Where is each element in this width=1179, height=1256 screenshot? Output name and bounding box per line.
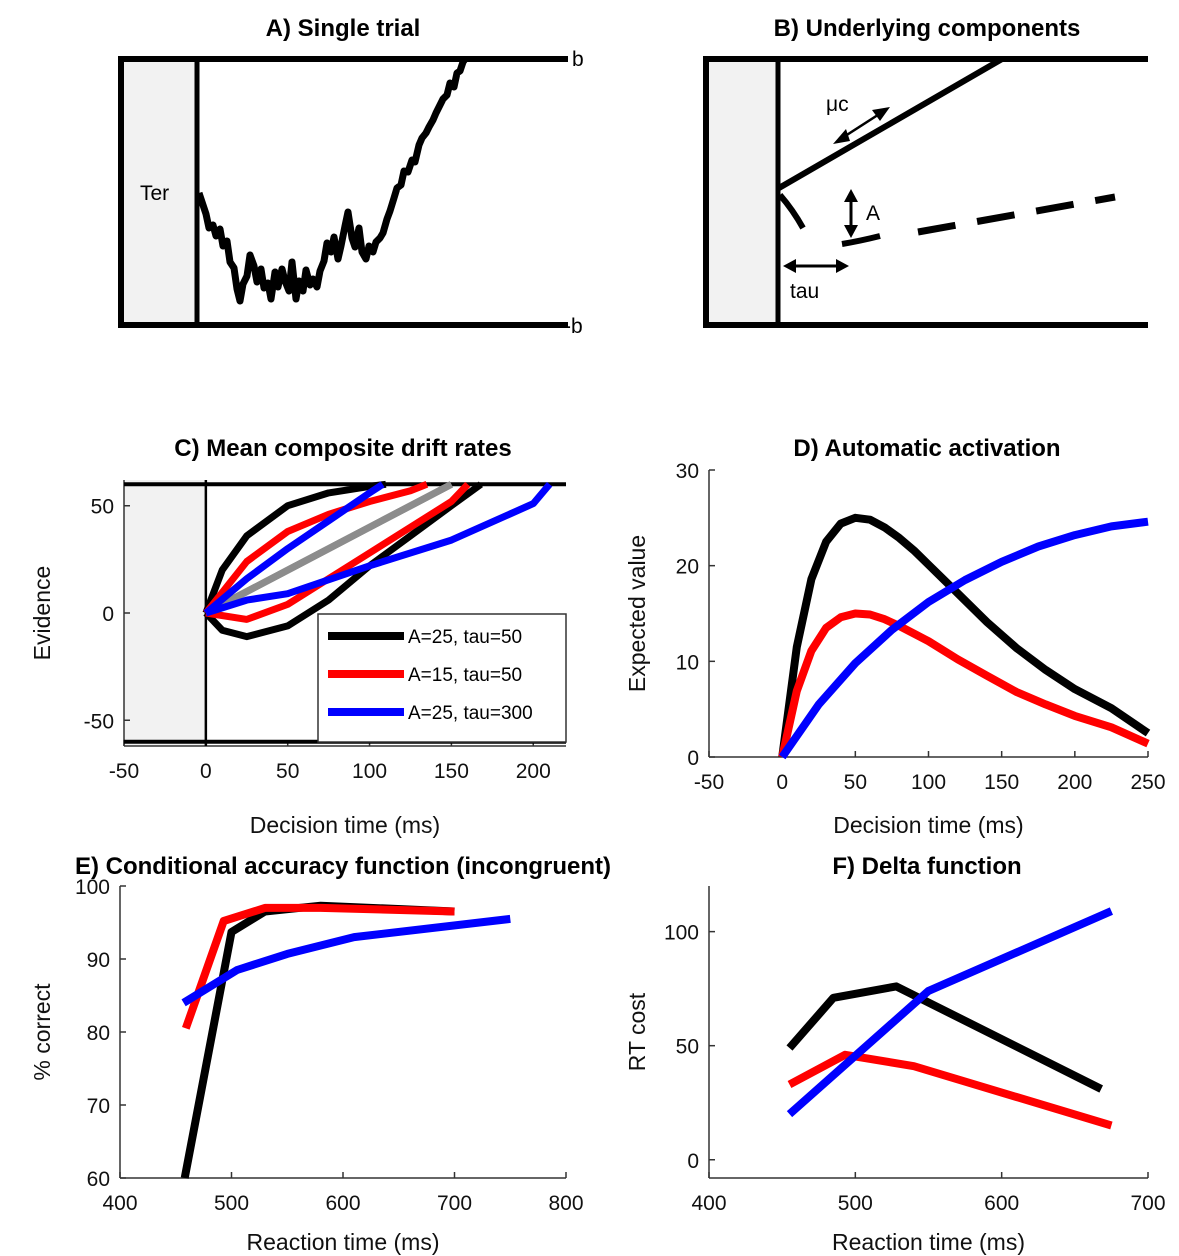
chart-title: F) Delta function [832, 853, 1021, 880]
panel-b-title: B) Underlying components [774, 15, 1081, 42]
series-line [778, 517, 1149, 760]
x-tick-label: 700 [437, 1192, 472, 1215]
x-tick-label: 400 [691, 1192, 726, 1215]
controlled-drift-line [777, 56, 1004, 191]
tau-label: tau [790, 280, 819, 303]
x-tick-label: 50 [844, 771, 867, 794]
x-tick-label: 400 [102, 1192, 137, 1215]
panel-f-chart: F) Delta function 400 500 600 700 0 50 100 React… [624, 853, 1166, 1255]
chart-title: E) Conditional accuracy function (incong… [75, 853, 611, 880]
x-tick-label: -50 [694, 771, 724, 794]
series-line [786, 982, 1103, 1093]
y-tick-label: 0 [102, 603, 114, 626]
x-axis-label: Decision time (ms) [250, 812, 440, 838]
mu-arrow-head-right [872, 107, 890, 121]
x-tick-label: 600 [325, 1192, 360, 1215]
series-line [181, 914, 511, 1007]
series-line [786, 907, 1113, 1118]
y-tick-label: 50 [676, 1036, 699, 1059]
y-axis-label: RT cost [624, 992, 650, 1071]
y-tick-label: 60 [87, 1168, 110, 1191]
y-axis-label: Evidence [29, 566, 55, 661]
y-tick-label: 50 [91, 496, 114, 519]
x-tick-label: 0 [200, 760, 212, 783]
y-tick-label: 90 [87, 949, 110, 972]
x-tick-label: 500 [214, 1192, 249, 1215]
y-tick-label: 30 [676, 460, 699, 483]
a-arrow-head-down [844, 225, 858, 238]
panel-a-title: A) Single trial [266, 15, 421, 42]
x-tick-label: 700 [1130, 1192, 1165, 1215]
x-tick-label: 100 [911, 771, 946, 794]
series-line [778, 609, 1150, 758]
series-line-lower [204, 481, 454, 617]
x-tick-label: 50 [276, 760, 299, 783]
lower-bound-label: -b [564, 315, 583, 338]
panel-c-chart: C) Mean composite drift rates -50 0 50 100 15… [29, 435, 567, 838]
series-line [787, 1050, 1113, 1130]
series-line [182, 903, 455, 1030]
x-tick-label: 200 [516, 760, 551, 783]
y-tick-label: 0 [687, 1150, 699, 1173]
evidence-trace [195, 57, 468, 305]
ter-region-b [706, 59, 778, 325]
chart-title: D) Automatic activation [793, 435, 1060, 462]
x-axis-label: Reaction time (ms) [247, 1229, 440, 1255]
panel-e-chart: E) Conditional accuracy function (incong… [29, 853, 611, 1255]
automatic-curve-dashed [917, 193, 1116, 236]
x-tick-label: -50 [109, 760, 139, 783]
panel-a: A) Single trial Ter b -b [118, 15, 584, 338]
automatic-curve-start [777, 193, 806, 230]
x-axis-label: Reaction time (ms) [832, 1229, 1025, 1255]
y-tick-label: 100 [75, 876, 110, 899]
chart-title: C) Mean composite drift rates [174, 435, 511, 462]
tau-arrow-head-left [783, 259, 796, 273]
panel-b: B) Underlying components μc A tau [703, 15, 1148, 328]
series-line-lower [203, 481, 483, 641]
legend-label: A=25, tau=300 [408, 703, 533, 724]
series-line-upper [203, 481, 429, 616]
automatic-curve-segment [841, 233, 881, 247]
panel-d-chart: D) Automatic activation-50 0 50 100 150 200 25… [624, 435, 1166, 838]
y-tick-label: 0 [687, 747, 699, 770]
ter-region [124, 480, 206, 746]
series-line-upper [202, 480, 387, 615]
x-tick-label: 600 [984, 1192, 1019, 1215]
series-line-lower [205, 481, 471, 623]
a-arrow-head-up [844, 189, 858, 202]
ter-label: Ter [140, 182, 169, 205]
upper-bound-label: b [572, 48, 584, 71]
mu-c-label: μc [826, 93, 849, 116]
x-tick-label: 800 [548, 1192, 583, 1215]
x-tick-label: 500 [838, 1192, 873, 1215]
series-line-lower [204, 482, 553, 617]
x-tick-label: 200 [1057, 771, 1092, 794]
x-tick-label: 150 [984, 771, 1019, 794]
series-line [778, 513, 1151, 758]
a-label: A [866, 202, 880, 225]
legend-label: A=25, tau=50 [408, 627, 522, 648]
y-tick-label: 10 [676, 651, 699, 674]
x-tick-label: 250 [1130, 771, 1165, 794]
x-tick-label: 100 [352, 760, 387, 783]
y-tick-label: 80 [87, 1022, 110, 1045]
y-tick-label: 100 [664, 922, 699, 945]
x-axis-label: Decision time (ms) [833, 812, 1023, 838]
y-axis-label: Expected value [624, 535, 650, 692]
x-tick-label: 150 [434, 760, 469, 783]
x-tick-label: 0 [776, 771, 788, 794]
y-axis-label: % correct [29, 983, 55, 1081]
y-tick-label: 20 [676, 556, 699, 579]
mu-arrow-head-left [833, 129, 850, 144]
y-tick-label: 70 [87, 1095, 110, 1118]
y-tick-label: -50 [84, 710, 114, 733]
legend-label: A=15, tau=50 [408, 665, 522, 686]
tau-arrow-head-right [836, 259, 849, 273]
series-line-upper [203, 481, 385, 616]
ter-region [121, 59, 197, 325]
